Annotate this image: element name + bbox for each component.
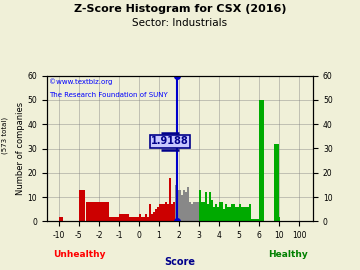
Bar [201, 202, 203, 221]
Bar [153, 212, 155, 221]
Bar [239, 204, 241, 221]
Bar [141, 217, 143, 221]
Text: The Research Foundation of SUNY: The Research Foundation of SUNY [49, 92, 168, 98]
Bar [249, 204, 251, 221]
Bar [163, 204, 165, 221]
Text: Sector: Industrials: Sector: Industrials [132, 18, 228, 28]
Bar [245, 207, 247, 221]
Bar [247, 207, 249, 221]
Bar [147, 217, 149, 221]
Bar [181, 195, 183, 221]
Bar [235, 207, 237, 221]
Y-axis label: Number of companies: Number of companies [15, 102, 24, 195]
Text: Healthy: Healthy [268, 250, 308, 259]
Bar [161, 204, 163, 221]
Bar [251, 219, 259, 221]
Bar [217, 207, 219, 221]
Bar [175, 185, 177, 221]
Bar [151, 214, 153, 221]
Bar [129, 217, 139, 221]
Bar [223, 209, 225, 221]
Bar [169, 178, 171, 221]
Text: ©www.textbiz.org: ©www.textbiz.org [49, 79, 113, 85]
Bar [259, 100, 264, 221]
Bar [215, 204, 217, 221]
Bar [79, 190, 85, 221]
Bar [173, 202, 175, 221]
X-axis label: Score: Score [165, 257, 195, 267]
Bar [213, 207, 215, 221]
Bar [209, 192, 211, 221]
Text: 1.9188: 1.9188 [151, 136, 189, 146]
Bar [229, 207, 231, 221]
Bar [219, 202, 221, 221]
Text: Z-Score Histogram for CSX (2016): Z-Score Histogram for CSX (2016) [74, 4, 286, 14]
Bar [183, 190, 185, 221]
Bar [189, 202, 191, 221]
Bar [241, 207, 243, 221]
Bar [193, 202, 195, 221]
Bar [109, 217, 119, 221]
Text: Unhealthy: Unhealthy [53, 250, 105, 259]
Bar [237, 207, 239, 221]
Bar [221, 202, 223, 221]
Bar [231, 204, 233, 221]
Bar [199, 190, 201, 221]
Bar [86, 202, 92, 221]
Bar [197, 202, 199, 221]
Bar [207, 204, 209, 221]
Bar [233, 204, 235, 221]
Bar [149, 204, 151, 221]
Bar [171, 204, 173, 221]
Bar [165, 202, 167, 221]
Bar [179, 190, 181, 221]
Bar [243, 207, 245, 221]
Bar [92, 202, 99, 221]
Bar [167, 204, 169, 221]
Bar [203, 202, 205, 221]
Bar [145, 214, 147, 221]
Bar [211, 200, 213, 221]
Bar [191, 204, 193, 221]
Bar [227, 207, 229, 221]
Bar [195, 202, 197, 221]
Bar [225, 204, 227, 221]
Bar [157, 207, 159, 221]
Bar [59, 217, 63, 221]
Bar [155, 209, 157, 221]
Bar [119, 214, 129, 221]
Bar [274, 144, 279, 221]
Bar [185, 192, 187, 221]
Bar [139, 214, 141, 221]
Bar [99, 202, 109, 221]
Text: (573 total): (573 total) [2, 116, 8, 154]
Bar [143, 217, 145, 221]
Bar [187, 187, 189, 221]
Bar [205, 192, 207, 221]
Bar [177, 190, 179, 221]
Bar [159, 204, 161, 221]
